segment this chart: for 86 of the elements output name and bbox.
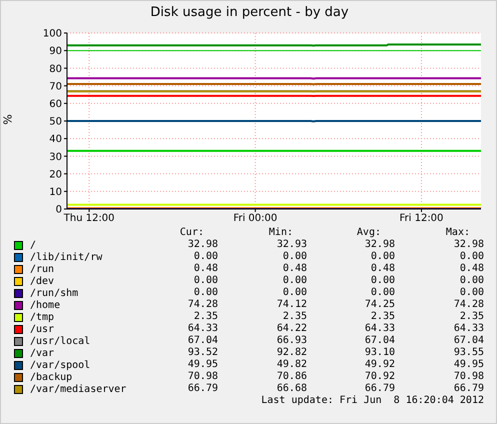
text: 0.00	[194, 287, 218, 299]
text: 66.79	[454, 383, 484, 395]
y-tick-label: 30	[49, 152, 62, 163]
text: 0.48	[282, 263, 307, 275]
text: 93.52	[188, 347, 218, 359]
y-tick-label: 50	[49, 116, 62, 128]
text: 0.48	[460, 263, 484, 275]
text: 70.98	[188, 371, 218, 383]
text: 0.00	[194, 251, 218, 263]
text: 0.00	[282, 251, 307, 263]
legend-label: /	[30, 240, 36, 250]
text: 0.00	[282, 287, 307, 299]
text: 93.55	[454, 347, 484, 359]
legend-label: /usr/local	[30, 336, 90, 346]
text: 70.98	[454, 371, 484, 383]
y-tick-label: 40	[49, 134, 62, 146]
y-tick-label: 60	[49, 98, 62, 110]
text: 66.79	[188, 383, 218, 395]
legend-label: /lib/init/rw	[30, 252, 102, 262]
text: 2.35	[194, 311, 218, 323]
text: 66.93	[276, 335, 307, 347]
text: Last update: Fri Jun 8 16:20:04 2012	[261, 395, 484, 407]
text: 64.33	[188, 323, 218, 335]
text: 49.95	[454, 359, 484, 371]
text: 49.82	[276, 359, 307, 371]
text: 0.00	[460, 275, 484, 287]
text: 0.00	[460, 251, 484, 263]
text: 0.00	[370, 275, 395, 287]
text: 0.00	[282, 275, 307, 287]
text: 66.68	[276, 383, 307, 395]
x-tick-label: Fri 12:00	[400, 213, 444, 224]
text: 64.22	[276, 323, 307, 335]
text: 70.92	[364, 371, 395, 383]
legend-label: /dev	[30, 276, 54, 286]
legend-label: /run/shm	[30, 288, 78, 298]
text: 0.00	[194, 275, 218, 287]
text: 32.98	[454, 239, 484, 251]
text: 0.48	[370, 263, 395, 275]
text: 32.93	[276, 239, 307, 251]
text: 64.33	[454, 323, 484, 335]
y-tick-label: 80	[49, 64, 62, 75]
text: 2.35	[370, 311, 395, 323]
text: Avg:	[356, 227, 381, 238]
y-tick-label: 100	[42, 28, 62, 40]
legend-label: /var	[30, 348, 54, 358]
legend-label: /tmp	[30, 312, 54, 322]
text: 67.04	[188, 335, 218, 347]
y-tick-label: 70	[49, 81, 62, 92]
text: 49.92	[364, 359, 395, 371]
text: 64.33	[364, 323, 395, 335]
text: 0.00	[370, 251, 395, 263]
legend-label: /var/mediaserver	[30, 384, 126, 394]
chart-title: Disk usage in percent - by day	[149, 5, 350, 20]
x-tick-label: Fri 00:00	[233, 213, 278, 224]
legend-label: /var/spool	[30, 360, 90, 370]
text: 67.04	[454, 335, 484, 347]
text: 74.25	[364, 299, 395, 311]
text: 2.35	[460, 311, 484, 323]
text: 32.98	[364, 239, 395, 251]
text: 74.28	[454, 299, 484, 311]
y-tick-label: 90	[49, 46, 62, 58]
text: 74.28	[188, 299, 218, 311]
legend-label: /home	[30, 300, 60, 310]
text: Min:	[268, 227, 293, 238]
text: 74.12	[276, 299, 307, 311]
text: 70.86	[276, 371, 307, 383]
y-tick-label: 10	[49, 186, 62, 198]
text: 0.48	[194, 263, 218, 275]
y-tick-label: 20	[49, 169, 62, 180]
text: 66.79	[364, 383, 395, 395]
text: 93.10	[364, 347, 395, 359]
text: 92.82	[276, 347, 307, 359]
text: Max:	[446, 227, 470, 238]
y-tick-label: 0	[56, 204, 62, 216]
text: Cur:	[180, 227, 204, 238]
legend-label: /run	[30, 264, 54, 274]
text: 49.95	[188, 359, 218, 371]
x-tick-label: Thu 12:00	[62, 213, 115, 224]
legend-label: /backup	[30, 372, 72, 382]
text: 32.98	[188, 239, 218, 251]
text: 0.00	[370, 287, 395, 299]
text: 67.04	[364, 335, 395, 347]
y-axis-title: %	[2, 114, 15, 125]
text: 0.00	[460, 287, 484, 299]
legend-label: /usr	[30, 324, 54, 334]
text: 2.35	[282, 311, 307, 323]
